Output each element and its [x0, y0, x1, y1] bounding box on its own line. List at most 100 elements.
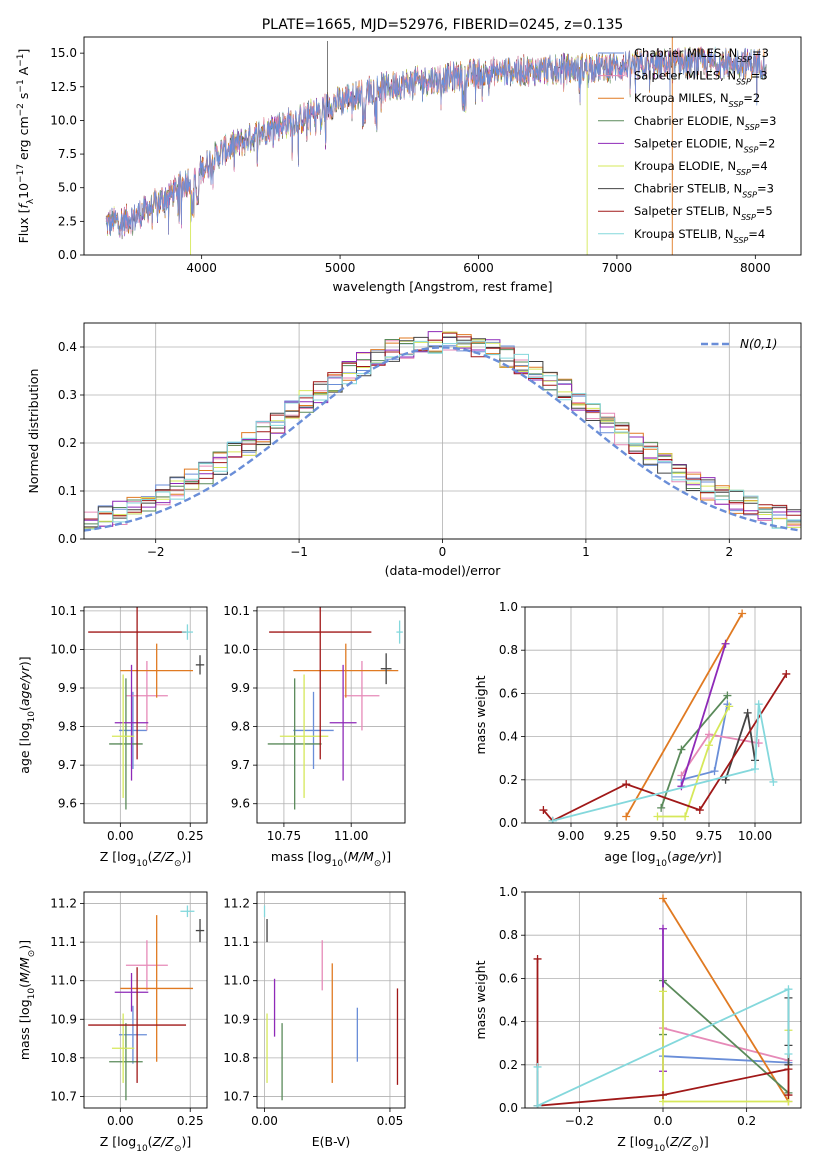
chart-age-vs-Z: 0.00 0.25 9.6 9.7 9.8 9.9 10.0 10.1 Z [log10(Z/Z…	[17, 604, 208, 869]
plus-marker	[710, 767, 719, 776]
series-line	[625, 613, 743, 817]
axes-frame	[83, 36, 802, 256]
spectrum-line-chabrier-miles	[105, 47, 767, 236]
series-line	[662, 1055, 789, 1064]
y-tick-label: 9.7	[58, 758, 77, 772]
y-tick-label: 0.8	[499, 643, 518, 657]
y-tick-label: 12.5	[50, 80, 77, 94]
plot-area	[84, 607, 207, 823]
plus-marker	[721, 639, 730, 648]
y-tick-label: 10.1	[223, 604, 250, 618]
y-tick-label: 2.5	[58, 214, 77, 228]
x-tick-label: 0.00	[107, 1114, 134, 1128]
y-tick-label: 0.2	[499, 773, 518, 787]
x-tick-label: 9.50	[650, 829, 677, 843]
x-tick-label: 0.25	[177, 1114, 204, 1128]
x-axis-label: wavelength [Angstrom, rest frame]	[332, 279, 552, 294]
series-kroupa-stelib	[533, 985, 793, 1108]
y-axis-label: age [log10(age/yr)]	[17, 656, 37, 773]
histogram-kroupa-stelib	[84, 340, 801, 530]
point-salpeter-miles	[125, 661, 168, 731]
y-axis-label: mass [log10(M/M⊙)]	[17, 940, 37, 1060]
point-kroupa-stelib	[396, 620, 403, 644]
y-tick-label: 11.1	[50, 935, 77, 949]
plus-marker	[681, 812, 690, 821]
y-tick-label: 9.8	[231, 720, 250, 734]
plot-area	[257, 892, 405, 1108]
y-axis-label: mass weight	[473, 675, 488, 754]
chart-weight-vs-age: 9.00 9.25 9.50 9.75 10.00 0.0 0.2 0.4 0.6 0.8 1.0 a…	[473, 600, 802, 869]
y-tick-label: 0.0	[58, 532, 77, 546]
y-tick-label: 9.9	[231, 681, 250, 695]
plus-marker	[784, 985, 793, 994]
axes-frame	[83, 606, 208, 824]
series-line	[536, 987, 790, 1108]
y-tick-label: 10.7	[50, 1089, 77, 1103]
plus-marker	[659, 924, 667, 933]
chart-residuals: −2 −1 0 1 2 0.0 0.1 0.2 0.3 0.4 (data-model)/error…	[26, 322, 802, 578]
point-kroupa-stelib	[181, 624, 194, 640]
x-axis-label: (data-model)/error	[385, 563, 502, 578]
x-tick-label: 0.2	[737, 1114, 756, 1128]
point-kroupa-miles	[120, 643, 194, 698]
x-axis-label: age [log10(age/yr)]	[604, 849, 721, 869]
y-tick-label: 0.4	[499, 730, 518, 744]
tick-labels: 9.00 9.25 9.50 9.75 10.00 0.0 0.2 0.4 0.6 0.8 1.0	[499, 600, 772, 843]
series-chabrier-miles	[677, 700, 732, 784]
plus-marker	[784, 1050, 793, 1058]
plus-marker	[705, 730, 713, 739]
plus-marker	[659, 1091, 667, 1100]
point-salpeter-stelib	[88, 607, 187, 760]
y-tick-label: 10.0	[50, 113, 77, 127]
y-tick-label: 0.3	[58, 388, 77, 402]
y-axis-label: Normed distribution	[26, 369, 41, 494]
axes-frame	[83, 891, 208, 1109]
x-tick-label: 2	[725, 545, 733, 559]
legend-label: Salpeter MILES, NSSP=3	[634, 69, 768, 87]
y-tick-label: 0.0	[499, 1101, 518, 1115]
point-chabrier-elodie	[267, 678, 322, 810]
x-axis-label: mass [log10(M/M⊙)]	[271, 849, 391, 869]
y-tick-label: 10.0	[50, 642, 77, 656]
tick-labels: −0.2 0.0 0.2 0.0 0.2 0.4 0.6 0.8 1.0	[499, 885, 756, 1128]
y-tick-label: 1.0	[499, 885, 518, 899]
y-tick-label: 10.8	[223, 1051, 250, 1065]
point-chabrier-stelib	[380, 653, 392, 685]
plus-marker	[539, 806, 548, 815]
y-tick-label: 10.1	[50, 604, 77, 618]
point-salpeter-elodie	[114, 973, 149, 1012]
legend-label: N(0,1)	[740, 337, 777, 351]
axes-frame	[524, 891, 802, 1109]
series-line	[662, 1027, 789, 1062]
point-kroupa-elodie	[111, 674, 135, 798]
axes-frame	[83, 322, 802, 540]
point-salpeter-miles	[125, 940, 168, 991]
y-tick-label: 5.0	[58, 181, 77, 195]
y-tick-label: 0.2	[499, 1058, 518, 1072]
y-tick-label: 11.2	[50, 897, 77, 911]
y-tick-label: 11.2	[223, 897, 250, 911]
tick-labels: 10.75 11.00 9.6 9.7 9.8 9.9 10.0 10.1	[223, 604, 368, 843]
y-tick-label: 11.1	[223, 935, 250, 949]
plus-marker	[622, 780, 631, 789]
plus-marker	[743, 708, 752, 717]
series-line	[657, 705, 730, 818]
x-tick-label: −2	[147, 545, 165, 559]
y-tick-label: 9.8	[58, 720, 77, 734]
y-tick-label: 15.0	[50, 46, 77, 60]
plus-marker	[769, 777, 778, 786]
legend-label: Chabrier STELIB, NSSP=3	[634, 182, 774, 200]
series-kroupa-miles	[622, 609, 747, 821]
point-kroupa-stelib	[180, 905, 195, 918]
point-chabrier-stelib	[195, 919, 205, 943]
plus-marker	[738, 609, 747, 618]
x-tick-label: 8000	[740, 261, 771, 275]
series-salpeter-stelib	[533, 954, 793, 1108]
plot-area	[84, 37, 801, 255]
y-tick-label: 0.6	[499, 971, 518, 985]
y-tick-label: 9.7	[231, 758, 250, 772]
legend: N(0,1)	[701, 337, 777, 351]
y-tick-label: 9.6	[58, 797, 77, 811]
x-tick-label: 0.0	[653, 1114, 672, 1128]
